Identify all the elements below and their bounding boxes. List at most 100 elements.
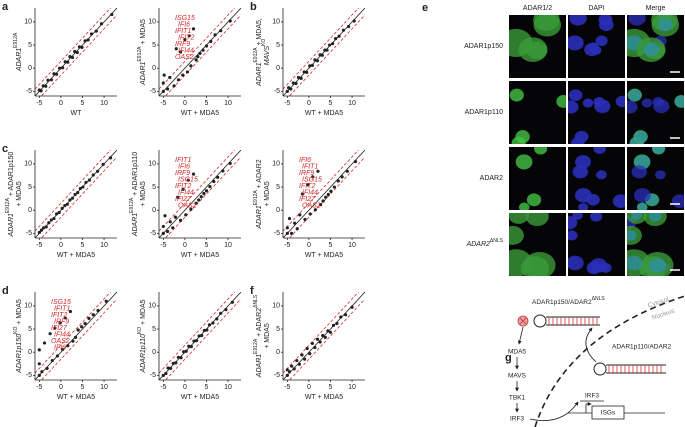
- panel-label: a: [2, 1, 9, 13]
- nucleus: [633, 130, 648, 143]
- point: [87, 178, 91, 182]
- point: [182, 350, 186, 354]
- nucleus: [641, 98, 653, 108]
- point: [318, 203, 323, 207]
- label-part: + MDA5: [16, 181, 23, 207]
- x-tick-label: -5: [36, 100, 42, 107]
- signal: [523, 251, 556, 276]
- y-tick-label: -5: [26, 88, 32, 95]
- guide-line: [283, 8, 360, 90]
- point: [108, 156, 113, 160]
- nucleus: [612, 194, 625, 208]
- gene-annotation: IRF9: [299, 170, 314, 177]
- point: [181, 73, 185, 77]
- y-tick-label: 5: [28, 184, 32, 191]
- point: [331, 323, 336, 327]
- point: [315, 59, 320, 63]
- point: [70, 196, 75, 200]
- point: [178, 218, 183, 222]
- point: [212, 179, 216, 184]
- micrograph: [568, 147, 625, 210]
- gene-annotation: IFIT1: [302, 163, 318, 170]
- point: [76, 191, 80, 195]
- label-part: KO: [261, 39, 267, 46]
- gene-annotation: IFIT1: [175, 157, 191, 164]
- x-tick-label: 0: [59, 384, 63, 391]
- x-tick-label: 0: [59, 100, 63, 107]
- guide-line: [35, 8, 112, 90]
- nucleus: [574, 130, 589, 143]
- x-tick-label: 10: [348, 100, 356, 107]
- point: [291, 81, 295, 85]
- point: [308, 64, 312, 68]
- point: [77, 45, 82, 49]
- point: [161, 373, 165, 377]
- point: [83, 39, 87, 43]
- micrograph: [568, 213, 625, 276]
- point: [47, 221, 51, 225]
- x-tick-label: 10: [224, 100, 232, 107]
- membrane: [534, 295, 685, 427]
- plot: [35, 8, 117, 96]
- plot: [159, 150, 241, 238]
- point: [224, 308, 228, 312]
- point: [166, 229, 170, 234]
- point: [40, 370, 44, 374]
- label-part: ΔNLS: [253, 294, 259, 308]
- panel-label: g: [505, 352, 512, 364]
- y-tick-label: 0: [28, 65, 32, 72]
- point: [306, 183, 310, 187]
- point: [84, 180, 88, 185]
- point: [213, 33, 217, 37]
- point: [285, 368, 289, 372]
- nucleus: [590, 213, 603, 222]
- guide-line: [283, 292, 360, 374]
- label-part: E912A: [13, 32, 19, 48]
- label-part: + ADAR2: [256, 159, 263, 190]
- micrograph: [509, 213, 566, 276]
- point: [45, 366, 49, 371]
- point: [334, 36, 338, 41]
- nucleus: [652, 147, 665, 154]
- panel-label: b: [250, 1, 257, 13]
- point: [347, 24, 351, 29]
- guide-line: [164, 14, 241, 96]
- point: [209, 39, 213, 43]
- point: [191, 27, 196, 31]
- gene-annotation: IFI6: [178, 163, 190, 170]
- point: [185, 70, 190, 74]
- point: [68, 55, 72, 59]
- point: [204, 44, 209, 48]
- point: [293, 221, 297, 225]
- y-axis-label: ADAR1E912A + ADAR1p110: [129, 152, 139, 237]
- row-label: ADAR1p110: [465, 109, 504, 116]
- label-part: ADAR2: [466, 241, 490, 248]
- point: [53, 326, 57, 330]
- point: [52, 72, 56, 76]
- x-axis-label: WT + MDA5: [305, 110, 343, 117]
- label-part: ADAR1: [256, 205, 263, 229]
- point: [228, 161, 232, 166]
- nucleus: [655, 170, 666, 180]
- point: [305, 346, 309, 351]
- point: [292, 367, 296, 371]
- nucleus: [568, 230, 578, 241]
- point: [174, 47, 178, 51]
- point: [321, 199, 325, 203]
- point: [169, 366, 173, 371]
- signal: [509, 225, 524, 245]
- nucleus: [569, 15, 587, 26]
- point: [166, 87, 170, 91]
- nucleus: [568, 89, 583, 101]
- point: [39, 228, 44, 232]
- y-axis-label: + MDA5: [140, 181, 147, 207]
- point: [42, 341, 47, 345]
- point: [320, 53, 324, 57]
- signal: [526, 193, 542, 207]
- point: [335, 321, 339, 326]
- y-tick-label: 10: [24, 19, 32, 26]
- point: [208, 184, 212, 189]
- point: [66, 344, 70, 348]
- point: [73, 335, 78, 339]
- x-tick-label: -5: [284, 100, 290, 107]
